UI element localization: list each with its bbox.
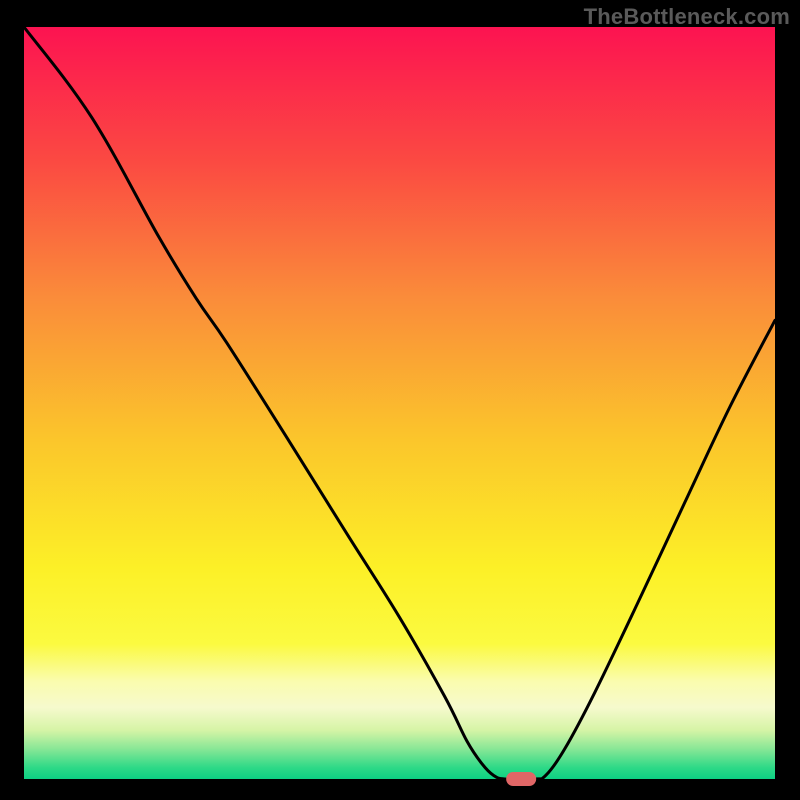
plot-background [24,27,775,779]
bottleneck-chart [0,0,800,800]
optimal-marker [506,772,536,786]
watermark-text: TheBottleneck.com [584,4,790,30]
chart-container: TheBottleneck.com [0,0,800,800]
